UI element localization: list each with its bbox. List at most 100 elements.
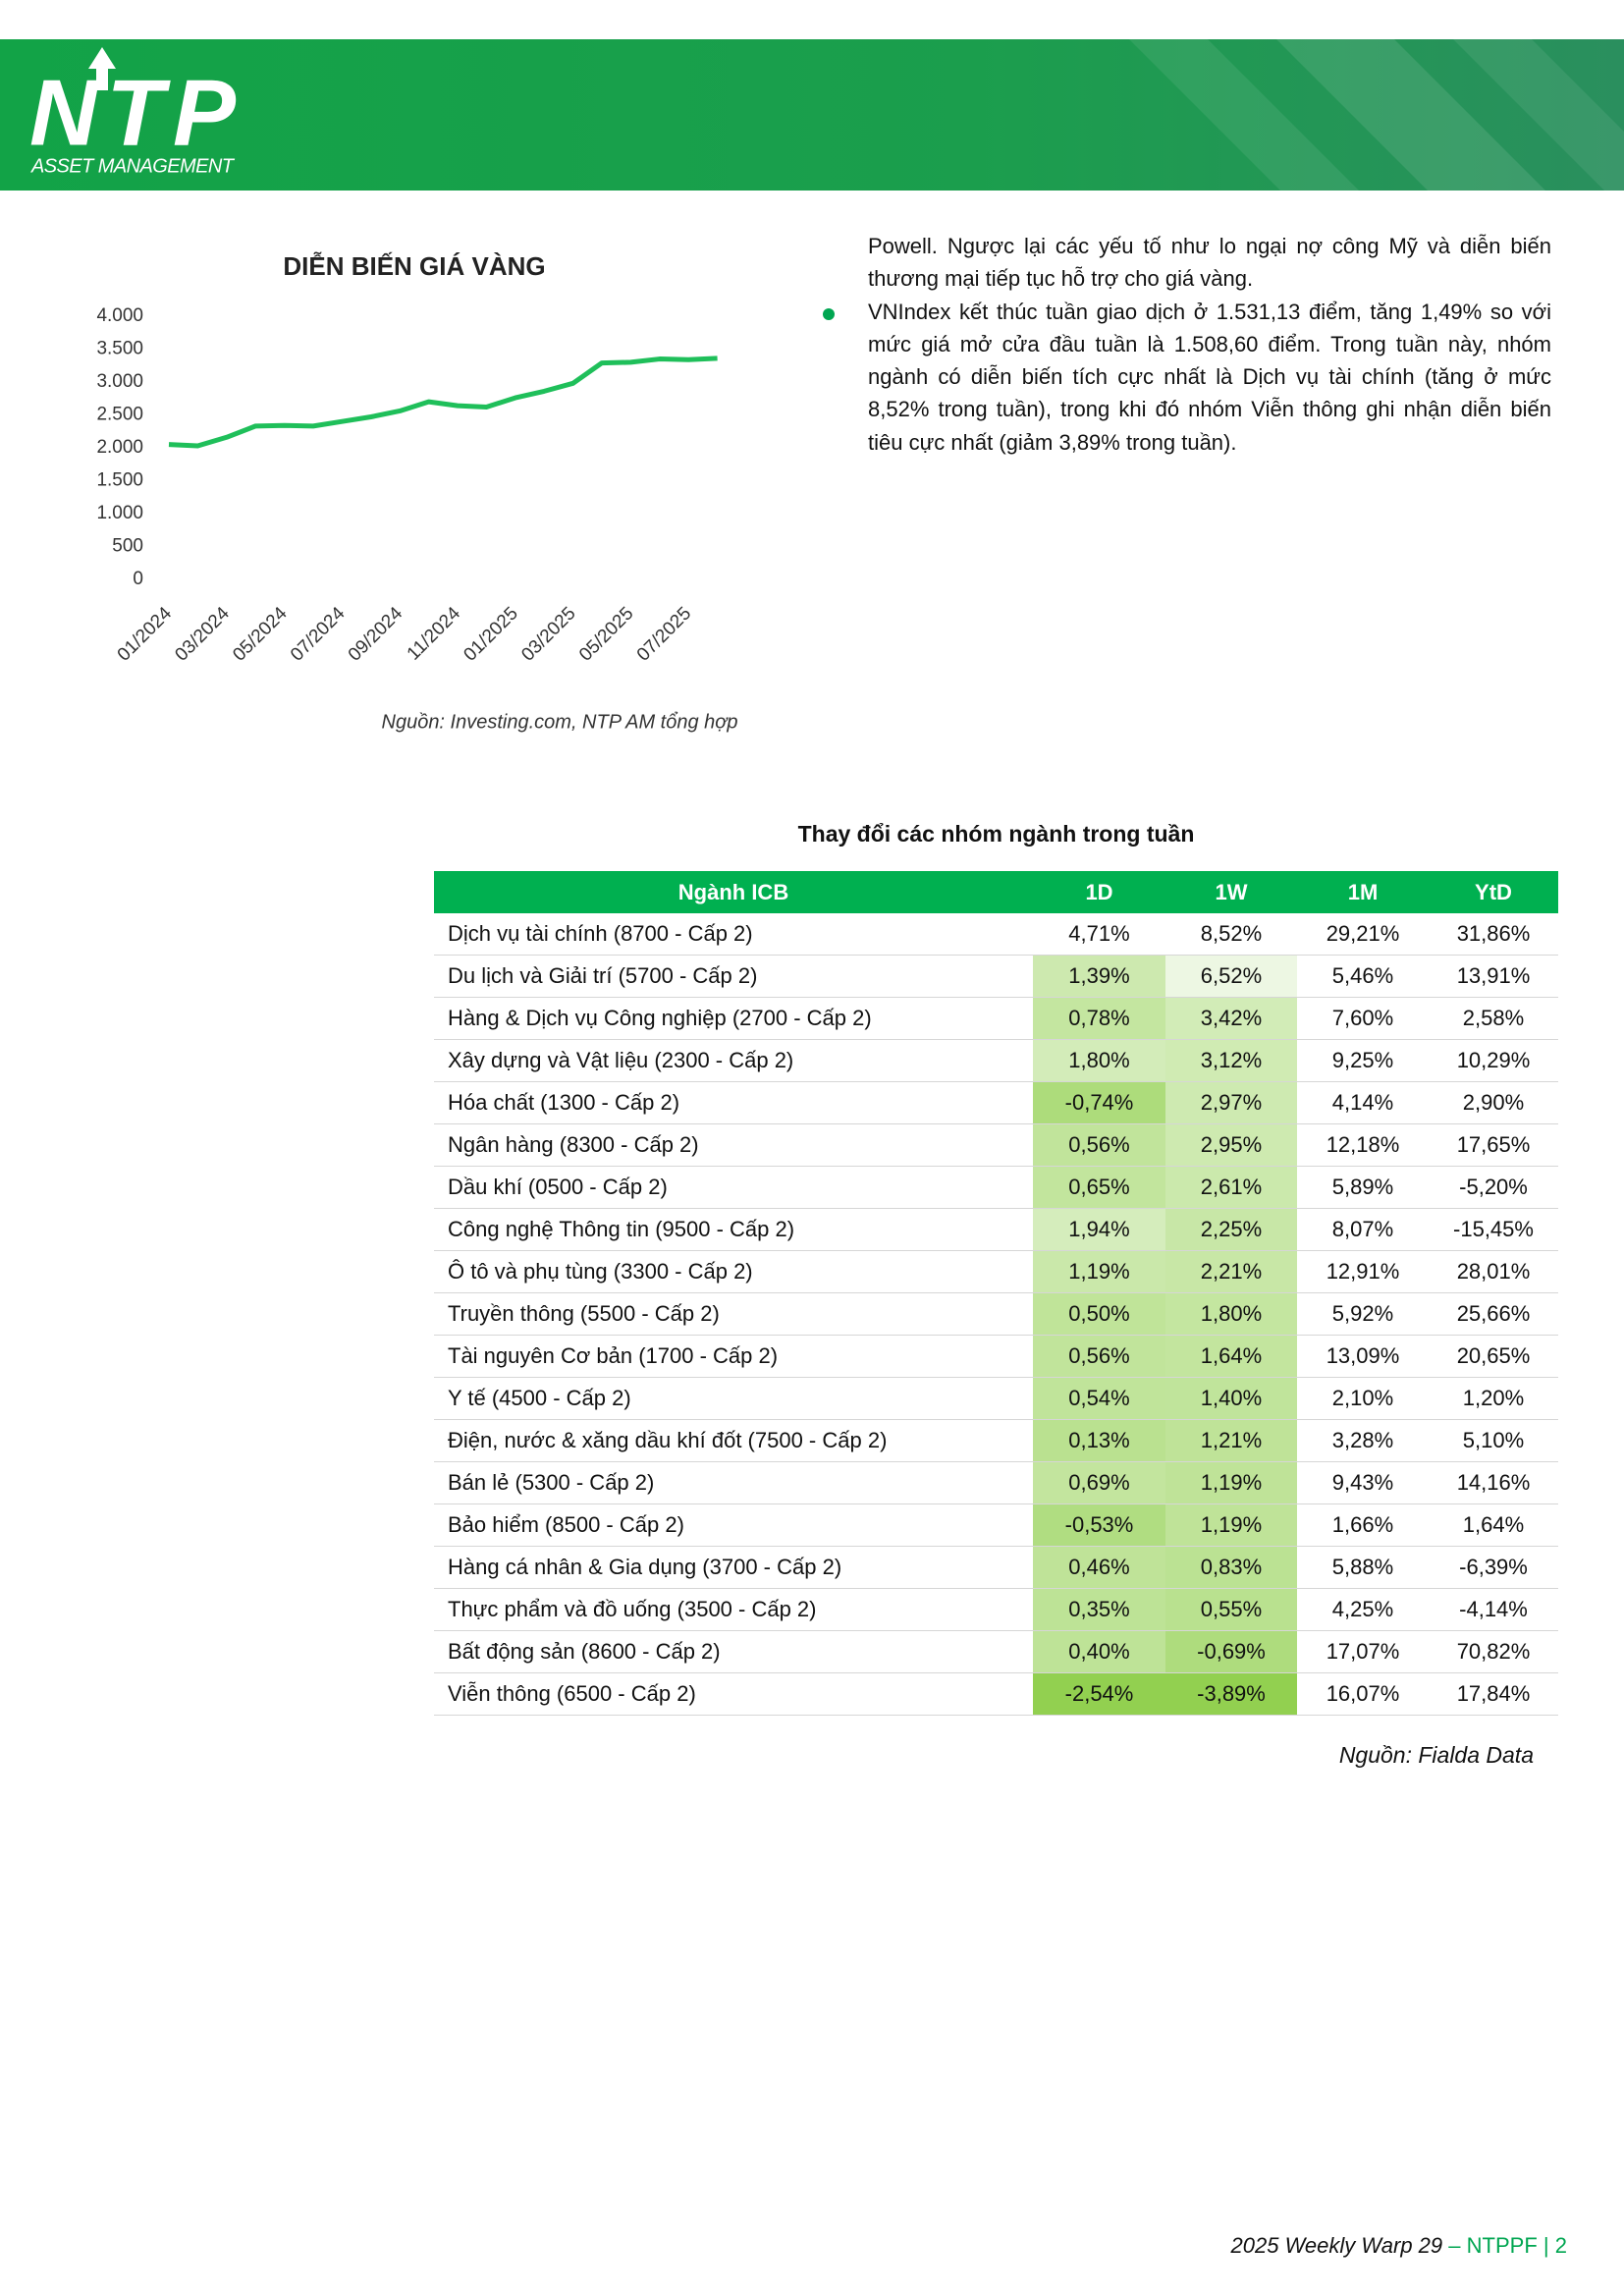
y-tick-label: 1.000 — [96, 503, 143, 523]
table-row: Y tế (4500 - Cấp 2) 0,54% 1,40% 2,10% 1,20% — [434, 1377, 1558, 1420]
change-cell: -0,53% — [1033, 1503, 1165, 1547]
change-cell: 2,90% — [1429, 1081, 1558, 1124]
table-row: Tài nguyên Cơ bản (1700 - Cấp 2) 0,56% 1,6… — [434, 1335, 1558, 1378]
sector-name: Ô tô và phụ tùng (3300 - Cấp 2) — [434, 1250, 1033, 1293]
table-row: Ô tô và phụ tùng (3300 - Cấp 2) 1,19% 2,21… — [434, 1250, 1558, 1293]
change-cell: 5,46% — [1297, 955, 1429, 998]
change-cell: 4,25% — [1297, 1588, 1429, 1631]
change-cell: -0,74% — [1033, 1081, 1165, 1124]
report-name: 2025 Weekly Warp 29 — [1230, 2233, 1443, 2258]
change-cell: -0,69% — [1165, 1630, 1297, 1673]
fund-name: NTPPF — [1466, 2233, 1538, 2258]
change-cell: 70,82% — [1429, 1630, 1558, 1673]
table-row: Viễn thông (6500 - Cấp 2) -2,54% -3,89% 16,… — [434, 1672, 1558, 1716]
change-cell: 5,88% — [1297, 1546, 1429, 1589]
table-source: Nguồn: Fialda Data — [1338, 1742, 1534, 1768]
header-band — [0, 39, 1624, 191]
table-row: Hàng & Dịch vụ Công nghiệp (2700 - Cấp 2… — [434, 997, 1558, 1040]
x-tick-label: 01/2024 — [114, 603, 177, 666]
sector-name: Xây dựng và Vật liệu (2300 - Cấp 2) — [434, 1039, 1033, 1082]
x-tick-label: 11/2024 — [404, 603, 465, 665]
change-cell: 2,21% — [1165, 1250, 1297, 1293]
change-cell: 10,29% — [1429, 1039, 1558, 1082]
change-cell: 6,52% — [1165, 955, 1297, 998]
change-cell: 1,64% — [1165, 1335, 1297, 1378]
change-cell: 1,64% — [1429, 1503, 1558, 1547]
change-cell: 8,52% — [1165, 913, 1297, 956]
logo-text: NTP — [29, 60, 237, 165]
y-tick-label: 2.000 — [96, 437, 143, 458]
table-row: Hàng cá nhân & Gia dụng (3700 - Cấp 2) 0,… — [434, 1546, 1558, 1589]
change-cell: 25,66% — [1429, 1292, 1558, 1336]
change-cell: 4,14% — [1297, 1081, 1429, 1124]
table-title: Thay đổi các nhóm ngành trong tuần — [797, 821, 1195, 847]
change-cell: 4,71% — [1033, 913, 1165, 956]
change-cell: 0,46% — [1033, 1546, 1165, 1589]
sector-name: Y tế (4500 - Cấp 2) — [434, 1377, 1033, 1420]
header-stripe — [1453, 39, 1624, 191]
x-tick-label: 03/2025 — [517, 603, 579, 665]
change-cell: 8,07% — [1297, 1208, 1429, 1251]
change-cell: -4,14% — [1429, 1588, 1558, 1631]
table-row: Ngân hàng (8300 - Cấp 2) 0,56% 2,95% 12,18%… — [434, 1123, 1558, 1167]
column-header: 1M — [1297, 871, 1429, 913]
logo-subtext: ASSET MANAGEMENT — [30, 155, 236, 177]
table-row: Truyền thông (5500 - Cấp 2) 0,50% 1,80% 5,9… — [434, 1292, 1558, 1336]
change-cell: 1,80% — [1033, 1039, 1165, 1082]
column-header: YtD — [1429, 871, 1558, 913]
page-number: 2 — [1554, 2233, 1567, 2258]
change-cell: 0,50% — [1033, 1292, 1165, 1336]
change-cell: 1,19% — [1165, 1503, 1297, 1547]
change-cell: 2,25% — [1165, 1208, 1297, 1251]
change-cell: 0,65% — [1033, 1166, 1165, 1209]
sector-name: Hóa chất (1300 - Cấp 2) — [434, 1081, 1033, 1124]
change-cell: 9,43% — [1297, 1461, 1429, 1504]
change-cell: 2,61% — [1165, 1166, 1297, 1209]
change-cell: 16,07% — [1297, 1672, 1429, 1716]
change-cell: -6,39% — [1429, 1546, 1558, 1589]
change-cell: 0,56% — [1033, 1123, 1165, 1167]
x-tick-label: 07/2024 — [287, 603, 350, 666]
change-cell: 13,09% — [1297, 1335, 1429, 1378]
y-tick-label: 3.500 — [96, 339, 143, 359]
header-stripe — [1276, 39, 1545, 191]
change-cell: 31,86% — [1429, 913, 1558, 956]
change-cell: 1,66% — [1297, 1503, 1429, 1547]
change-cell: 2,95% — [1165, 1123, 1297, 1167]
table-row: Bất động sản (8600 - Cấp 2) 0,40% -0,69% 17… — [434, 1630, 1558, 1673]
table-row: Dầu khí (0500 - Cấp 2) 0,65% 2,61% 5,89% -5,… — [434, 1166, 1558, 1209]
sector-name: Tài nguyên Cơ bản (1700 - Cấp 2) — [434, 1335, 1033, 1378]
change-cell: 5,10% — [1429, 1419, 1558, 1462]
change-cell: 12,18% — [1297, 1123, 1429, 1167]
sector-name: Bảo hiểm (8500 - Cấp 2) — [434, 1503, 1033, 1547]
change-cell: -2,54% — [1033, 1672, 1165, 1716]
change-cell: 2,97% — [1165, 1081, 1297, 1124]
price-line — [168, 355, 718, 449]
change-cell: 0,78% — [1033, 997, 1165, 1040]
change-cell: 0,35% — [1033, 1588, 1165, 1631]
x-tick-label: 03/2024 — [171, 603, 234, 666]
sector-name: Hàng & Dịch vụ Công nghiệp (2700 - Cấp 2… — [434, 997, 1033, 1040]
change-cell: 29,21% — [1297, 913, 1429, 956]
sector-name: Ngân hàng (8300 - Cấp 2) — [434, 1123, 1033, 1167]
table-row: Thực phẩm và đồ uống (3500 - Cấp 2) 0,35%… — [434, 1588, 1558, 1631]
y-tick-label: 2.500 — [96, 405, 143, 425]
change-cell: -15,45% — [1429, 1208, 1558, 1251]
x-tick-label: 09/2024 — [345, 603, 407, 666]
chart-source: Nguồn: Investing.com, NTP AM tổng hợp — [382, 711, 738, 733]
change-cell: 0,40% — [1033, 1630, 1165, 1673]
column-header: 1W — [1165, 871, 1297, 913]
change-cell: 1,39% — [1033, 955, 1165, 998]
sector-name: Bán lẻ (5300 - Cấp 2) — [434, 1461, 1033, 1504]
change-cell: 0,54% — [1033, 1377, 1165, 1420]
change-cell: 14,16% — [1429, 1461, 1558, 1504]
change-cell: 1,40% — [1165, 1377, 1297, 1420]
change-cell: 1,19% — [1033, 1250, 1165, 1293]
column-header: Ngành ICB — [434, 871, 1033, 913]
change-cell: 7,60% — [1297, 997, 1429, 1040]
header-stripe — [1129, 39, 1359, 191]
change-cell: 12,91% — [1297, 1250, 1429, 1293]
sector-name: Dầu khí (0500 - Cấp 2) — [434, 1166, 1033, 1209]
sector-name: Truyền thông (5500 - Cấp 2) — [434, 1292, 1033, 1336]
